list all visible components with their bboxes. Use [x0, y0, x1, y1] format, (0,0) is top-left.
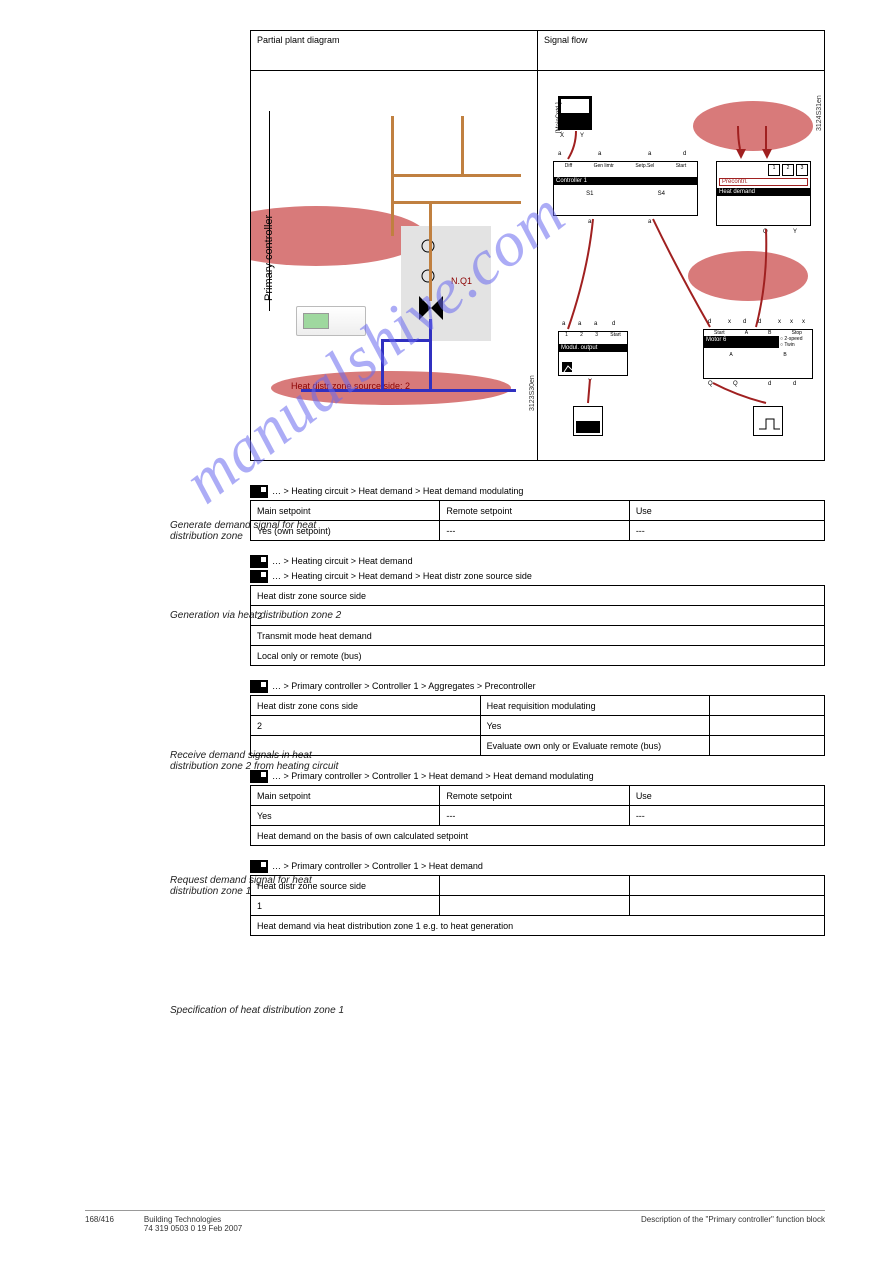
right-diagram-header: Signal flow	[538, 31, 825, 71]
wiring-overlay	[538, 71, 824, 460]
params-table: Main setpoint Remote setpoint Use Yes --…	[250, 785, 825, 846]
nav-path: … > Heating circuit > Heat demand	[250, 555, 825, 568]
pipe-blue	[429, 319, 432, 391]
nav-path: … > Primary controller > Controller 1 > …	[250, 770, 825, 783]
page-number: 168/416	[85, 1215, 114, 1233]
nav-path: … > Heating circuit > Heat demand > Heat…	[250, 570, 825, 583]
setting-icon	[250, 680, 268, 693]
nq1-box	[401, 226, 491, 341]
source-side-label: Heat distr zone source side: 2	[291, 381, 410, 391]
ellipse-highlight	[251, 206, 426, 266]
setting-icon	[250, 485, 268, 498]
params-table: Main setpoint Remote setpoint Use Yes (o…	[250, 500, 825, 541]
nq1-label: N.Q1	[451, 276, 472, 286]
page-footer: 168/416 Building Technologies 74 319 050…	[85, 1210, 825, 1233]
circle-icon	[421, 239, 435, 253]
top-diagram-table: Partial plant diagram Signal flow N.Q1	[250, 30, 825, 461]
footer-company: Building Technologies	[144, 1215, 641, 1224]
primary-controller-label: Primary controller	[263, 215, 275, 301]
setting-icon	[250, 860, 268, 873]
nav-path: … > Primary controller > Controller 1 > …	[250, 860, 825, 873]
pipe-orange	[461, 116, 464, 176]
sidebar-note: Specification of heat distribution zone …	[170, 1005, 350, 1016]
left-diagram-header: Partial plant diagram	[251, 31, 538, 71]
pipe-orange	[429, 201, 432, 301]
controller-device-icon	[296, 306, 366, 336]
footer-docref: 74 319 0503 0 19 Feb 2007	[144, 1224, 641, 1233]
setting-icon	[250, 570, 268, 583]
circle-icon	[421, 269, 435, 283]
pipe-orange	[391, 174, 521, 177]
params-table: Heat distr zone source side 1 Heat deman…	[250, 875, 825, 936]
setting-icon	[250, 770, 268, 783]
pipe-orange	[391, 201, 521, 204]
params-table: Heat distr zone source side 2 Transmit m…	[250, 585, 825, 666]
setting-icon	[250, 555, 268, 568]
left-plant-diagram: N.Q1	[251, 71, 537, 460]
nav-path: … > Heating circuit > Heat demand > Heat…	[250, 485, 825, 498]
params-table: Heat distr zone cons side Heat requisiti…	[250, 695, 825, 756]
pipe-blue	[381, 339, 431, 342]
nav-path: … > Primary controller > Controller 1 > …	[250, 680, 825, 693]
footer-description: Description of the "Primary controller" …	[641, 1215, 825, 1233]
right-signal-diagram: 3124S31en [MainCntrl.] X Y Diff	[538, 71, 824, 460]
diagram-code: 3123S30en	[529, 375, 536, 411]
